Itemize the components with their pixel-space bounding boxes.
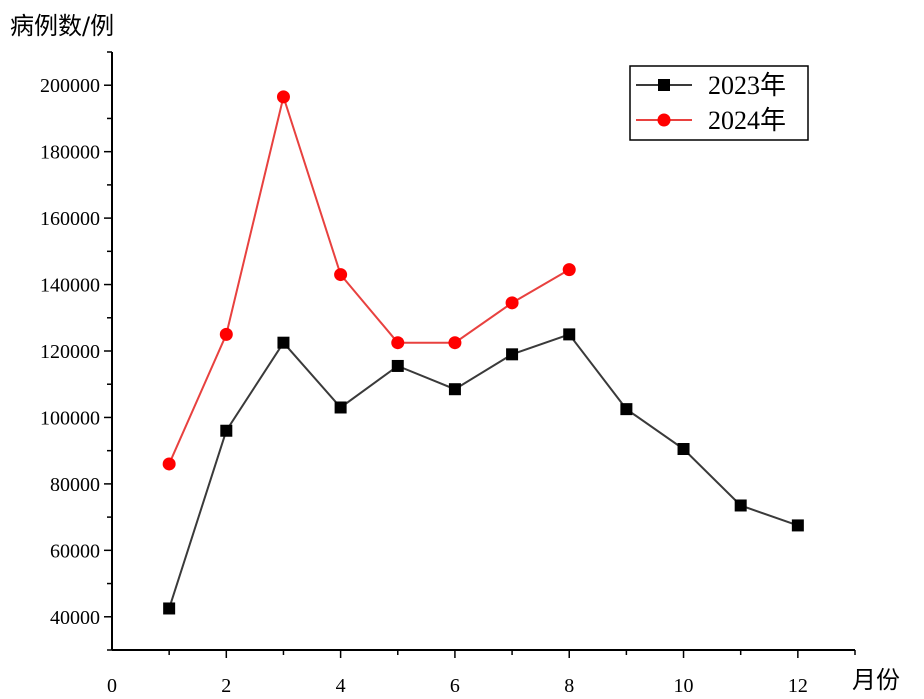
data-point-square (563, 328, 576, 341)
x-tick-label: 0 (107, 675, 117, 697)
series-2024年 (162, 90, 576, 471)
data-point-square (220, 424, 233, 437)
series-line (168, 333, 799, 609)
ticks: 40000 60000 80000 100000 120000 140000 160000 1… (40, 51, 856, 697)
legend-box (629, 65, 809, 141)
y-tick-label: 200000 (40, 75, 100, 97)
x-tick-label: 8 (564, 675, 574, 697)
legend-label: 2023年 (708, 71, 786, 100)
y-tick-label: 180000 (40, 142, 100, 164)
data-point-circle (219, 327, 233, 341)
legend-item: 2024年 (636, 106, 786, 135)
series-line (168, 93, 570, 465)
y-tick-label: 60000 (50, 540, 100, 562)
data-point-square (448, 383, 461, 396)
data-point-circle (562, 263, 576, 277)
x-tick-label: 12 (788, 675, 808, 697)
data-point-circle (162, 457, 176, 471)
legend-label: 2024年 (708, 106, 786, 135)
y-tick-label: 100000 (40, 407, 100, 429)
x-tick-label: 10 (674, 675, 694, 697)
y-tick-label: 160000 (40, 208, 100, 230)
data-point-square (734, 499, 747, 512)
x-tick-label: 4 (336, 675, 346, 697)
data-point-square (163, 602, 176, 615)
y-axis-title: 病例数/例 (10, 12, 114, 40)
data-point-circle (276, 90, 290, 104)
data-point-circle (334, 268, 348, 282)
axes (111, 52, 855, 651)
data-point-square (677, 443, 690, 456)
y-tick-label: 120000 (40, 341, 100, 363)
data-point-square (334, 401, 347, 414)
data-point-square (277, 336, 290, 349)
legend-item: 2023年 (636, 71, 786, 100)
data-point-square (791, 519, 804, 532)
data-point-circle (448, 336, 462, 350)
data-point-square (506, 348, 519, 361)
data-point-circle (505, 296, 519, 310)
series-2023年 (163, 328, 804, 615)
series-layer (162, 90, 804, 615)
x-tick-label: 2 (221, 675, 231, 697)
x-axis-title: 月份 (852, 666, 900, 694)
data-point-square (391, 359, 404, 372)
legend-marker-circle (657, 113, 671, 127)
y-tick-label: 140000 (40, 275, 100, 297)
x-tick-label: 6 (450, 675, 460, 697)
y-tick-label: 40000 (50, 607, 100, 629)
legend-marker-square (658, 79, 670, 91)
data-point-circle (391, 336, 405, 350)
y-tick-label: 80000 (50, 474, 100, 496)
legend: 2023年 2024年 (629, 65, 809, 141)
data-point-square (620, 403, 633, 416)
